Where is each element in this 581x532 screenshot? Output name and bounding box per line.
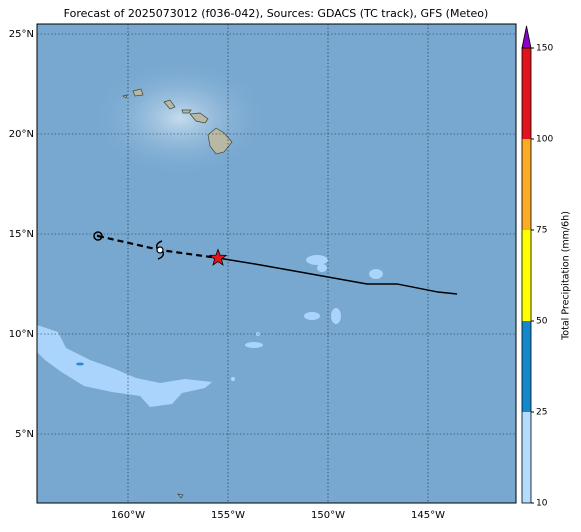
colorbar-tick-label: 50 (536, 317, 548, 327)
tc-symbol-center (156, 246, 164, 254)
track-line (217, 257, 458, 295)
x-tick-label: 145°W (411, 510, 445, 521)
precip-areas (37, 255, 383, 407)
colorbar-band (522, 321, 531, 412)
x-tick-label: 155°W (211, 510, 245, 521)
colorbar-tick-label: 150 (536, 44, 553, 54)
track-marker (93, 231, 103, 241)
colorbar-tick-label: 100 (536, 135, 553, 145)
colorbar-band (522, 412, 531, 503)
y-tick-label: 5°N (15, 429, 34, 440)
colorbar-tick-label: 10 (536, 499, 548, 509)
y-tick-label: 20°N (9, 129, 34, 140)
x-tick-label: 150°W (311, 510, 345, 521)
colorbar-extend (521, 25, 532, 49)
map-area (37, 24, 516, 503)
colorbar-band (522, 139, 531, 230)
precip-core (76, 362, 84, 366)
islands (122, 88, 233, 499)
y-tick-label: 15°N (9, 229, 34, 240)
chart-title: Forecast of 2025073012 (f036-042), Sourc… (64, 7, 489, 20)
track-marker-dot (96, 234, 100, 238)
colorbar-band (522, 48, 531, 139)
y-tick-label: 25°N (9, 29, 34, 40)
map-frame (36, 23, 517, 504)
colorbar-label: Total Precipitation (mm/6h) (561, 211, 572, 341)
x-tick-label: 160°W (111, 510, 145, 521)
colorbar-frame (521, 47, 532, 504)
colorbar-band (522, 230, 531, 321)
current-position (208, 248, 228, 266)
colorbar-tick-label: 75 (536, 226, 547, 236)
y-tick-label: 10°N (9, 329, 34, 340)
colorbar-tick-label: 25 (536, 408, 547, 418)
land-glow (90, 58, 270, 178)
